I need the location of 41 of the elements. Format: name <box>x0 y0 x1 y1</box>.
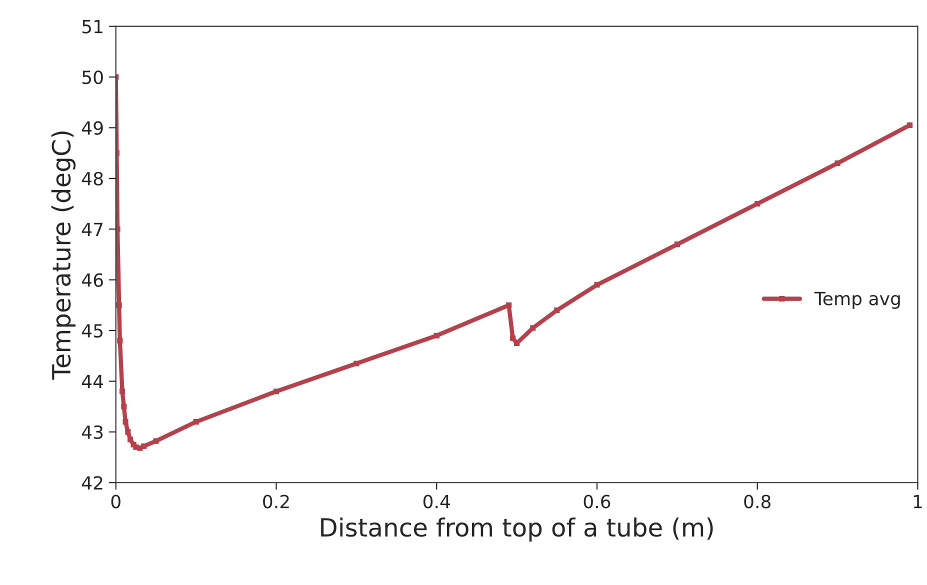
point <box>906 122 912 128</box>
point <box>122 419 128 425</box>
x-tick-label: 1 <box>914 494 922 508</box>
x-tick-label: 0.8 <box>744 494 770 508</box>
point <box>141 443 147 449</box>
point <box>273 388 280 394</box>
point <box>354 360 360 366</box>
y-tick-label: 48 <box>82 172 103 186</box>
point <box>125 429 131 435</box>
point <box>754 200 760 207</box>
point <box>510 335 516 341</box>
point <box>116 302 122 308</box>
y-axis-title: Temperature (degC) <box>51 131 76 380</box>
y-tick-label: 50 <box>82 70 103 84</box>
x-axis-title: Distance from top of a tube (m) <box>321 517 713 542</box>
point <box>128 436 134 442</box>
y-tick-label: 43 <box>82 425 103 440</box>
point <box>506 302 512 308</box>
point <box>153 438 159 444</box>
point <box>120 388 126 394</box>
point <box>834 160 840 166</box>
y-tick-label: 44 <box>82 374 104 388</box>
y-tick-label: 47 <box>82 222 103 236</box>
x-tick-label: 0.2 <box>263 494 289 508</box>
point <box>117 338 123 344</box>
y-tick-label: 46 <box>82 273 103 287</box>
point <box>434 332 440 338</box>
point <box>121 404 127 410</box>
point <box>554 307 560 314</box>
y-tick-label: 45 <box>82 324 102 338</box>
x-tick-label: 0.4 <box>423 494 450 508</box>
point <box>674 242 680 248</box>
y-tick-label: 51 <box>82 20 102 34</box>
x-tick-label: 0 <box>111 494 120 508</box>
y-tick-label: 49 <box>82 121 103 135</box>
y-tick-label: 42 <box>82 476 102 490</box>
point <box>193 419 199 425</box>
legend-label: Temp avg <box>814 292 900 309</box>
point <box>594 282 600 288</box>
point <box>530 325 536 331</box>
x-tick-label: 0.6 <box>584 494 610 508</box>
